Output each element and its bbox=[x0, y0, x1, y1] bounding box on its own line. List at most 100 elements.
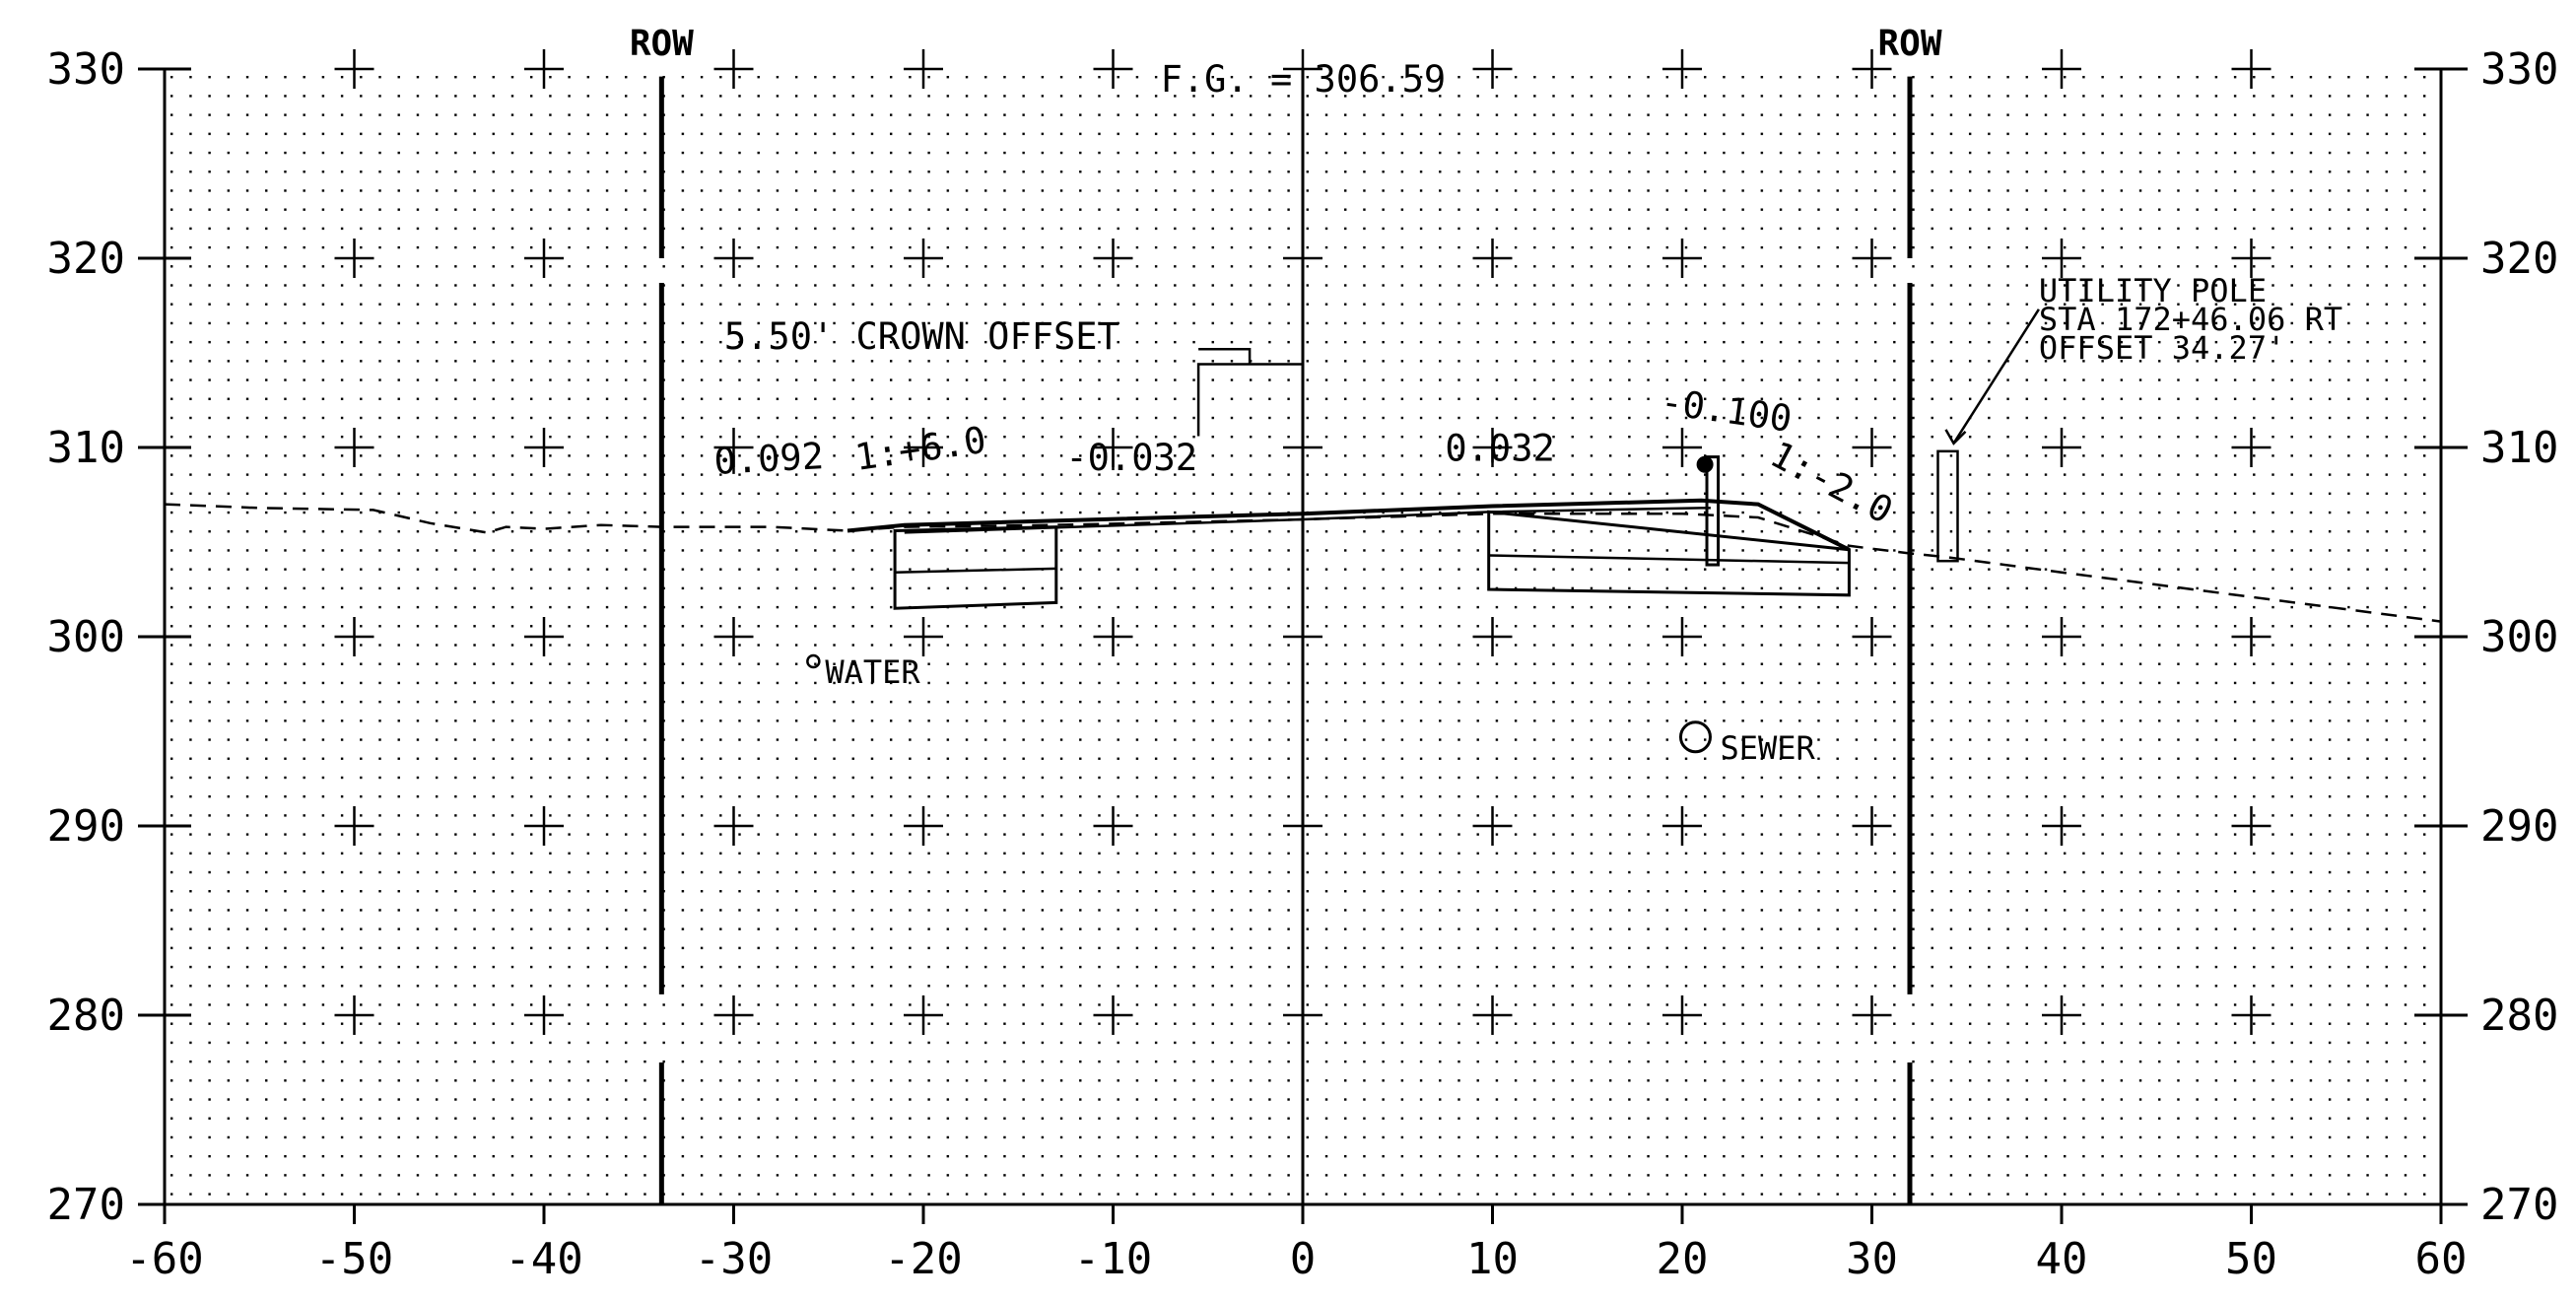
grid-cross bbox=[2231, 239, 2271, 278]
crown-offset-bracket bbox=[1196, 363, 1303, 437]
y-tick-label-right: 300 bbox=[2480, 612, 2558, 662]
x-tick-label: 30 bbox=[1846, 1234, 1898, 1284]
y-tick-label-left: 280 bbox=[47, 991, 125, 1041]
crown-offset-tick bbox=[1198, 347, 1252, 365]
right-cross-slope-label: 0.032 bbox=[1445, 427, 1554, 469]
grid-cross bbox=[2042, 617, 2081, 656]
left-pavement-layer bbox=[895, 567, 1056, 574]
y-tick-label-left: 290 bbox=[47, 801, 125, 852]
grid-cross bbox=[1093, 806, 1133, 846]
grid-cross bbox=[1472, 995, 1513, 1035]
x-tick-label: 10 bbox=[1466, 1234, 1519, 1284]
y-tick-label-left: 300 bbox=[47, 612, 125, 662]
right-pavement-layer bbox=[1488, 554, 1850, 565]
grid-cross bbox=[904, 49, 943, 89]
sewer-symbol bbox=[1678, 720, 1712, 754]
grid-cross bbox=[2231, 617, 2271, 656]
grid-cross bbox=[713, 995, 754, 1035]
water-symbol bbox=[806, 653, 821, 669]
grid-cross bbox=[524, 49, 564, 89]
crown-offset-label: 5.50' CROWN OFFSET bbox=[724, 315, 1119, 358]
grid-cross bbox=[904, 995, 943, 1035]
grid-cross bbox=[904, 806, 943, 846]
grid-cross bbox=[1852, 428, 1892, 467]
utility-pole-label-line: UTILITY POLE bbox=[2039, 272, 2267, 309]
y-tick-label-right: 310 bbox=[2480, 423, 2558, 473]
grid-cross bbox=[904, 617, 943, 656]
grid-cross bbox=[1472, 806, 1513, 846]
water-label: WATER bbox=[825, 653, 920, 691]
curb-marker bbox=[1696, 455, 1714, 473]
grid-cross bbox=[1662, 617, 1702, 656]
grid-cross bbox=[1472, 617, 1513, 656]
x-tick-label: 40 bbox=[2036, 1234, 2088, 1284]
grid-cross bbox=[2231, 995, 2271, 1035]
grid-cross bbox=[2042, 239, 2081, 278]
grid-cross bbox=[2042, 806, 2081, 846]
curb-post bbox=[1705, 455, 1721, 567]
grid-cross bbox=[713, 806, 754, 846]
leader-arrowhead bbox=[1944, 429, 1967, 445]
x-tick-label: -60 bbox=[125, 1234, 203, 1284]
right-pavement-box bbox=[1487, 510, 1851, 597]
grid-cross bbox=[334, 239, 374, 278]
grid-cross bbox=[524, 428, 564, 467]
proposed-grade-line bbox=[847, 498, 1851, 552]
grid-cross bbox=[904, 428, 943, 467]
utility-pole-leader bbox=[1952, 308, 2040, 445]
grid-cross bbox=[2042, 995, 2081, 1035]
grid-cross bbox=[1093, 239, 1133, 278]
row-label: ROW bbox=[1877, 24, 1941, 64]
utility-pole bbox=[1936, 449, 1959, 563]
y-tick-label-right: 320 bbox=[2480, 234, 2558, 284]
grid-cross bbox=[2231, 806, 2271, 846]
x-tick-label: 0 bbox=[1290, 1234, 1317, 1284]
grid-cross bbox=[524, 995, 564, 1035]
grid-cross bbox=[2231, 49, 2271, 89]
grid-cross bbox=[713, 49, 754, 89]
grid-cross bbox=[713, 617, 754, 656]
grid-cross bbox=[1852, 806, 1892, 846]
y-tick-label-left: 310 bbox=[47, 423, 125, 473]
x-tick-label: -50 bbox=[315, 1234, 393, 1284]
grid-cross bbox=[1852, 239, 1892, 278]
grid-cross bbox=[2042, 49, 2081, 89]
x-tick-label: -10 bbox=[1074, 1234, 1152, 1284]
left-slope-label: 0.092 bbox=[712, 435, 824, 483]
grid-cross bbox=[2231, 428, 2271, 467]
left-pavement-box bbox=[893, 525, 1058, 610]
grid-cross bbox=[1662, 428, 1702, 467]
grid-cross bbox=[1662, 995, 1702, 1035]
fg-elevation-label: F.G. = 306.59 bbox=[1161, 58, 1447, 101]
grid-cross bbox=[904, 239, 943, 278]
grid-cross bbox=[1093, 995, 1133, 1035]
grid-cross bbox=[1472, 49, 1513, 89]
grid-cross bbox=[334, 995, 374, 1035]
grid-cross bbox=[334, 49, 374, 89]
grid-cross bbox=[1093, 49, 1133, 89]
utility-pole-label-line: STA 172+46.06 RT bbox=[2039, 301, 2342, 338]
y-tick-label-left: 270 bbox=[47, 1180, 125, 1230]
grid-cross bbox=[1472, 239, 1513, 278]
grid-cross bbox=[334, 806, 374, 846]
left-cross-slope-label: -0.032 bbox=[1065, 437, 1197, 479]
y-tick-label-right: 330 bbox=[2480, 44, 2558, 95]
grid-cross bbox=[524, 617, 564, 656]
grid-cross bbox=[1852, 49, 1892, 89]
utility-pole-label-line: OFFSET 34.27' bbox=[2039, 329, 2285, 367]
grid-cross bbox=[524, 806, 564, 846]
grid-cross bbox=[1852, 617, 1892, 656]
sewer-label: SEWER bbox=[1720, 729, 1815, 767]
x-tick-label: 20 bbox=[1657, 1234, 1709, 1284]
grid-cross bbox=[1093, 617, 1133, 656]
grid-cross bbox=[1662, 806, 1702, 846]
y-tick-label-right: 270 bbox=[2480, 1180, 2558, 1230]
row-lines: ROW ROW bbox=[630, 24, 1942, 1204]
grid-cross bbox=[1662, 49, 1702, 89]
x-tick-label: -20 bbox=[884, 1234, 962, 1284]
x-tick-label: -40 bbox=[505, 1234, 582, 1284]
x-tick-label: -30 bbox=[695, 1234, 773, 1284]
